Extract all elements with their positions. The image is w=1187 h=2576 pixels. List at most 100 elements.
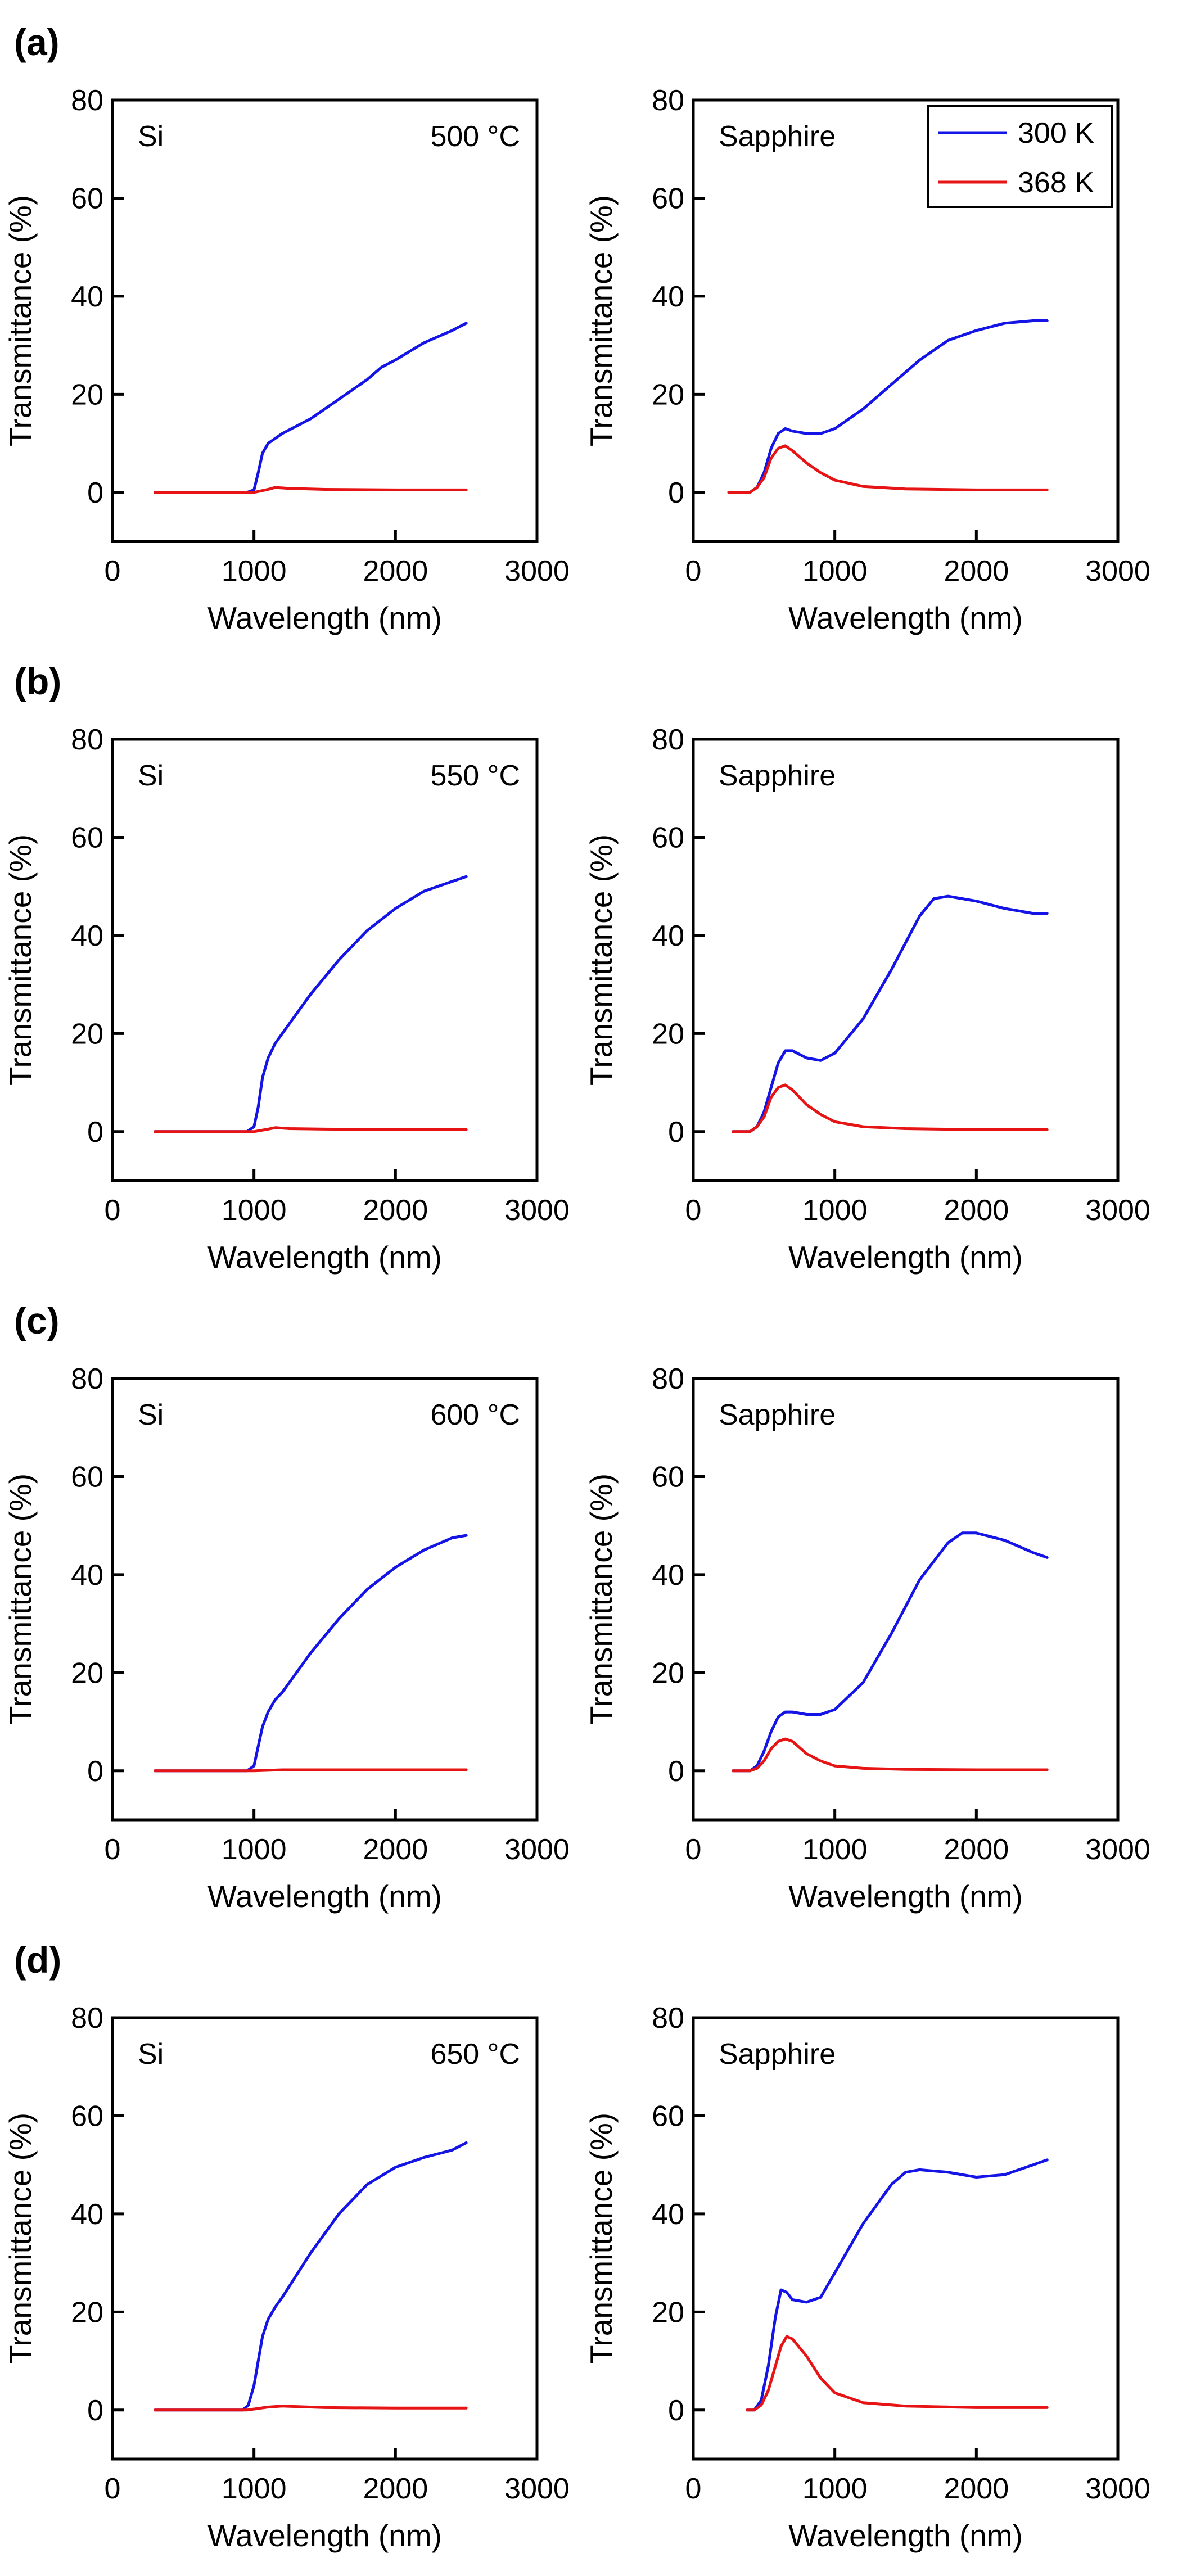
- y-tick-label: 60: [71, 2100, 103, 2132]
- x-tick-label: 1000: [222, 1833, 287, 1866]
- plot-frame: [111, 98, 539, 543]
- series-line-368k: [154, 1768, 468, 1773]
- plot-frame: [692, 98, 1120, 543]
- y-axis-title: Transmittance (%): [3, 834, 38, 1086]
- plot-frame: [111, 738, 539, 1182]
- series-line-368k: [727, 444, 1049, 494]
- x-tick-label: 1000: [802, 1194, 868, 1227]
- x-tick-label: 2000: [363, 1194, 428, 1227]
- series-line-300k: [746, 2158, 1049, 2412]
- chart-panel-6: 0 20 40 60 80 0 1000 2000 3000 Wavelength (nm) Tra…: [584, 1363, 1150, 1914]
- temperature-annotation: 550 °C: [430, 760, 520, 792]
- chart-panel-2: 0 20 40 60 80 0 1000 2000 3000 Wavelength (nm) Tra…: [584, 84, 1150, 635]
- x-tick-label: 3000: [504, 555, 570, 587]
- y-axis-title: Transmittance (%): [3, 195, 38, 446]
- y-tick-label: 0: [87, 477, 103, 509]
- y-axis-title: Transmittance (%): [584, 834, 619, 1086]
- y-tick-label: 80: [652, 724, 684, 756]
- y-tick-label: 40: [652, 1559, 684, 1592]
- x-tick-label: 1000: [222, 1194, 287, 1227]
- material-label: Sapphire: [719, 1399, 836, 1431]
- y-tick-label: 60: [71, 821, 103, 854]
- x-tick-label: 1000: [222, 555, 287, 587]
- x-tick-label: 3000: [1085, 1833, 1150, 1866]
- y-tick-label: 0: [87, 1755, 103, 1788]
- x-tick-label: 2000: [363, 555, 428, 587]
- legend-label: 300 K: [1018, 117, 1094, 150]
- chart-panel-7: 0 20 40 60 80 0 1000 2000 3000 Wavelength (nm) Tra…: [3, 1939, 570, 2553]
- x-tick-label: 0: [105, 555, 121, 587]
- panel-label: (b): [14, 661, 61, 702]
- x-tick-label: 0: [105, 2473, 121, 2505]
- x-tick-label: 1000: [802, 555, 868, 587]
- y-tick-label: 0: [668, 1116, 684, 1149]
- chart-panel-3: 0 20 40 60 80 0 1000 2000 3000 Wavelength (nm) Tra…: [3, 661, 570, 1275]
- temperature-annotation: 650 °C: [430, 2038, 520, 2071]
- temperature-annotation: 600 °C: [430, 1399, 520, 1431]
- y-axis-title: Transmittance (%): [3, 2113, 38, 2364]
- y-tick-label: 20: [652, 1657, 684, 1689]
- x-axis-title: Wavelength (nm): [788, 1879, 1023, 1914]
- y-tick-label: 40: [71, 2198, 103, 2231]
- series-line-300k: [727, 319, 1049, 494]
- y-tick-label: 20: [652, 2296, 684, 2329]
- chart-panel-1: 0 20 40 60 80 0 1000 2000 3000 Wavelength (nm) Tra…: [3, 21, 570, 635]
- y-tick-label: 0: [668, 2394, 684, 2427]
- material-label: Sapphire: [719, 2038, 836, 2071]
- series-line-368k: [732, 1083, 1049, 1133]
- y-tick-label: 80: [71, 1363, 103, 1395]
- y-tick-label: 60: [71, 1461, 103, 1493]
- series-line-300k: [732, 1531, 1049, 1773]
- x-tick-label: 0: [685, 2473, 702, 2505]
- y-tick-label: 60: [652, 821, 684, 854]
- x-tick-label: 2000: [944, 555, 1009, 587]
- series-line-368k: [732, 1737, 1049, 1773]
- material-label: Si: [138, 1399, 164, 1431]
- x-tick-label: 3000: [1085, 555, 1150, 587]
- series-line-300k: [154, 322, 468, 494]
- x-axis-title: Wavelength (nm): [788, 2518, 1023, 2553]
- y-tick-label: 80: [652, 1363, 684, 1395]
- panel-label: (d): [14, 1939, 61, 1981]
- y-tick-label: 0: [668, 1755, 684, 1788]
- x-tick-label: 0: [685, 1833, 702, 1866]
- y-tick-label: 80: [71, 2002, 103, 2035]
- y-axis-title: Transmittance (%): [3, 1474, 38, 1725]
- y-tick-label: 20: [71, 378, 103, 411]
- y-axis-title: Transmittance (%): [584, 1474, 619, 1725]
- y-tick-label: 60: [652, 1461, 684, 1493]
- material-label: Si: [138, 120, 164, 153]
- series-line-300k: [732, 894, 1049, 1133]
- plot-frame: [692, 738, 1120, 1182]
- panel-label: (a): [14, 21, 60, 63]
- x-tick-label: 0: [685, 555, 702, 587]
- y-tick-label: 60: [71, 182, 103, 215]
- x-tick-label: 0: [105, 1833, 121, 1866]
- x-tick-label: 2000: [944, 2473, 1009, 2505]
- x-tick-label: 0: [685, 1194, 702, 1227]
- series-line-368k: [154, 2405, 468, 2412]
- plot-frame: [111, 1377, 539, 1822]
- series-line-368k: [746, 2335, 1049, 2412]
- y-axis-title: Transmittance (%): [584, 2113, 619, 2364]
- plot-frame: [692, 2016, 1120, 2461]
- y-tick-label: 0: [87, 1116, 103, 1149]
- y-tick-label: 80: [652, 84, 684, 117]
- y-tick-label: 40: [652, 2198, 684, 2231]
- y-tick-label: 20: [652, 1018, 684, 1050]
- y-tick-label: 20: [71, 2296, 103, 2329]
- x-tick-label: 3000: [504, 1833, 570, 1866]
- x-tick-label: 2000: [363, 2473, 428, 2505]
- y-tick-label: 0: [668, 477, 684, 509]
- legend-box: [927, 105, 1113, 208]
- x-tick-label: 3000: [1085, 1194, 1150, 1227]
- y-tick-label: 60: [652, 2100, 684, 2132]
- y-tick-label: 80: [71, 84, 103, 117]
- y-tick-label: 40: [71, 281, 103, 313]
- series-line-300k: [154, 2141, 468, 2412]
- y-tick-label: 20: [652, 378, 684, 411]
- plot-frame: [111, 2016, 539, 2461]
- chart-panel-5: 0 20 40 60 80 0 1000 2000 3000 Wavelength (nm) Tra…: [3, 1300, 570, 1914]
- x-tick-label: 1000: [802, 2473, 868, 2505]
